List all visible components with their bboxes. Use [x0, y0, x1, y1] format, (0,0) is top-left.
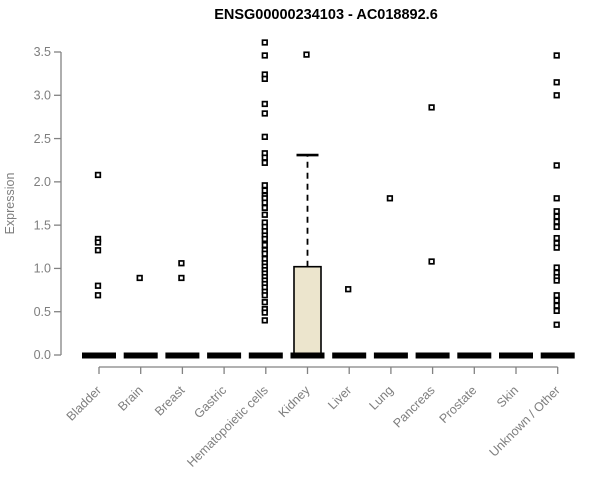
x-category-label: Skin	[494, 383, 521, 410]
y-axis-title: Expression	[3, 173, 17, 235]
y-tick-label: 1.5	[34, 218, 51, 232]
data-point	[553, 92, 560, 99]
data-point	[261, 182, 268, 189]
chart-title: ENSG00000234103 - AC018892.6	[214, 7, 438, 23]
x-category-label: Prostate	[437, 383, 480, 426]
data-point	[553, 213, 560, 220]
data-point	[386, 195, 394, 202]
data-point	[345, 286, 352, 293]
median-bar	[373, 352, 408, 359]
data-point	[261, 133, 268, 140]
x-category-label: Bladder	[64, 383, 104, 423]
data-point	[261, 211, 268, 218]
data-point	[553, 79, 560, 86]
data-point	[261, 100, 268, 108]
data-point	[553, 244, 560, 251]
data-point	[553, 218, 560, 225]
x-category-label: Unknown / Other	[487, 383, 563, 459]
data-point	[261, 154, 268, 161]
data-point	[94, 239, 102, 246]
median-bar	[457, 352, 492, 359]
data-point	[261, 199, 268, 206]
y-tick-label: 0.5	[34, 305, 51, 319]
data-point	[261, 75, 268, 82]
y-tick-label: 3.5	[34, 45, 51, 59]
data-point	[261, 299, 268, 306]
data-point	[94, 171, 102, 179]
data-point	[553, 321, 560, 328]
data-point	[261, 235, 268, 243]
data-point	[261, 317, 268, 324]
data-point	[261, 110, 268, 117]
median-bar	[123, 352, 158, 359]
y-tick-label: 3.0	[34, 88, 51, 102]
x-category-label: Breast	[152, 383, 188, 419]
median-bar	[165, 352, 200, 359]
data-point	[553, 162, 560, 169]
x-category-label: Liver	[325, 383, 354, 412]
data-point	[553, 264, 560, 271]
x-category-label: Lung	[366, 383, 396, 413]
data-point	[261, 187, 268, 194]
data-point	[136, 274, 143, 282]
median-bar	[499, 352, 533, 359]
median-bar	[290, 352, 325, 359]
data-point	[261, 241, 268, 249]
data-point	[553, 292, 560, 299]
median-bar	[540, 352, 575, 359]
data-point	[261, 52, 268, 59]
data-point	[553, 234, 560, 242]
data-point	[553, 302, 560, 309]
median-bar	[82, 352, 116, 359]
x-category-label: Brain	[115, 383, 146, 414]
y-tick-label: 2.0	[34, 175, 51, 189]
data-point	[553, 195, 560, 202]
data-point	[303, 51, 310, 58]
data-point	[553, 208, 560, 215]
data-point	[94, 247, 102, 254]
data-point	[553, 223, 560, 231]
y-tick-label: 2.5	[34, 132, 51, 146]
data-point	[553, 277, 560, 284]
data-point	[428, 104, 435, 111]
x-category-label: Gastric	[191, 383, 229, 421]
x-category-label: Hematopoietic cells	[184, 383, 271, 470]
data-point	[553, 307, 560, 314]
data-point	[178, 274, 185, 282]
data-point	[261, 292, 268, 299]
data-point	[94, 282, 102, 289]
x-category-label: Pancreas	[390, 383, 437, 430]
box-iqr	[293, 265, 322, 357]
y-tick-label: 0.0	[34, 348, 51, 362]
data-point	[261, 204, 268, 211]
median-bar	[332, 352, 367, 359]
data-point	[94, 292, 102, 299]
data-point	[178, 260, 185, 267]
data-point	[553, 297, 560, 304]
data-point	[428, 258, 435, 265]
median-bar	[415, 352, 450, 359]
x-category-label: Kidney	[276, 383, 313, 420]
data-point	[261, 309, 268, 316]
data-point	[553, 52, 560, 59]
y-tick-label: 1.0	[34, 262, 51, 276]
data-point	[261, 250, 268, 257]
data-point	[261, 39, 268, 46]
median-bar	[207, 352, 242, 359]
median-bar	[248, 352, 283, 359]
data-point	[261, 159, 268, 166]
